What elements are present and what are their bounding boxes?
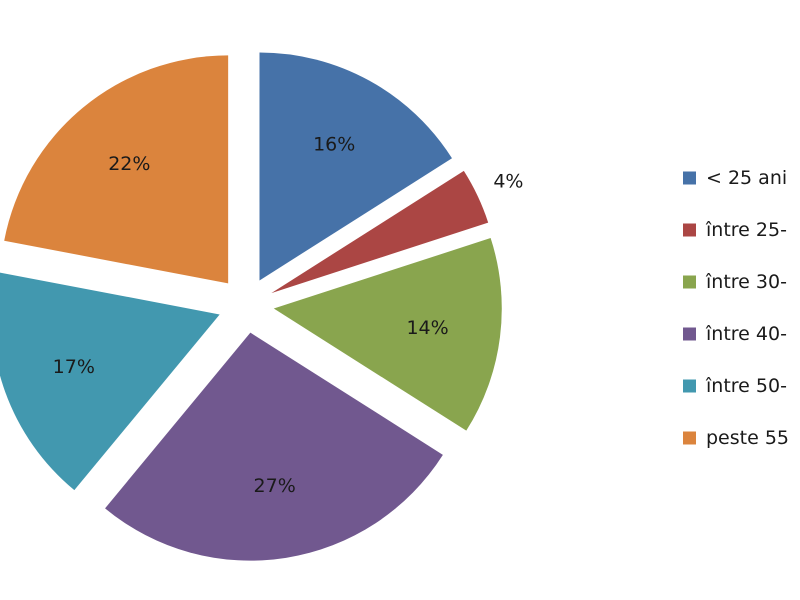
legend-swatch-5 bbox=[683, 379, 696, 393]
pie-slice-2 bbox=[271, 170, 489, 294]
data-label-2: 4% bbox=[493, 171, 523, 193]
data-label-5: 17% bbox=[53, 356, 95, 378]
legend-item-6: peste 55 bbox=[683, 427, 789, 449]
pie-slice-1 bbox=[259, 52, 452, 281]
pie-data-labels: 16% 4% 14% 27% 17% 22% bbox=[53, 134, 524, 497]
legend-swatch-4 bbox=[683, 327, 696, 341]
pie-slice-5 bbox=[0, 272, 220, 491]
data-label-1: 16% bbox=[313, 134, 355, 156]
legend-item-2: între 25- bbox=[683, 219, 787, 241]
legend-item-3: între 30- bbox=[683, 271, 787, 293]
data-label-6: 22% bbox=[108, 153, 150, 175]
legend-label-1: < 25 ani bbox=[706, 167, 787, 189]
pie-slices bbox=[0, 52, 502, 561]
pie-slice-6 bbox=[4, 55, 229, 284]
legend-item-5: între 50- bbox=[683, 375, 787, 397]
pie-slice-4 bbox=[105, 332, 443, 561]
legend-swatch-2 bbox=[683, 223, 696, 237]
legend-label-6: peste 55 bbox=[706, 427, 789, 449]
data-label-4: 27% bbox=[254, 475, 296, 497]
legend-label-3: între 30- bbox=[705, 271, 787, 293]
legend-label-2: între 25- bbox=[705, 219, 787, 241]
legend-label-5: între 50- bbox=[705, 375, 787, 397]
data-label-3: 14% bbox=[406, 317, 448, 339]
legend-swatch-3 bbox=[683, 275, 696, 289]
legend: < 25 ani între 25- între 30- între 40- între… bbox=[683, 167, 789, 449]
pie-slice-3 bbox=[273, 238, 502, 431]
legend-item-4: între 40- bbox=[683, 323, 787, 345]
legend-swatch-6 bbox=[683, 431, 696, 445]
legend-label-4: între 40- bbox=[705, 323, 787, 345]
legend-swatch-1 bbox=[683, 171, 696, 185]
legend-item-1: < 25 ani bbox=[683, 167, 787, 189]
